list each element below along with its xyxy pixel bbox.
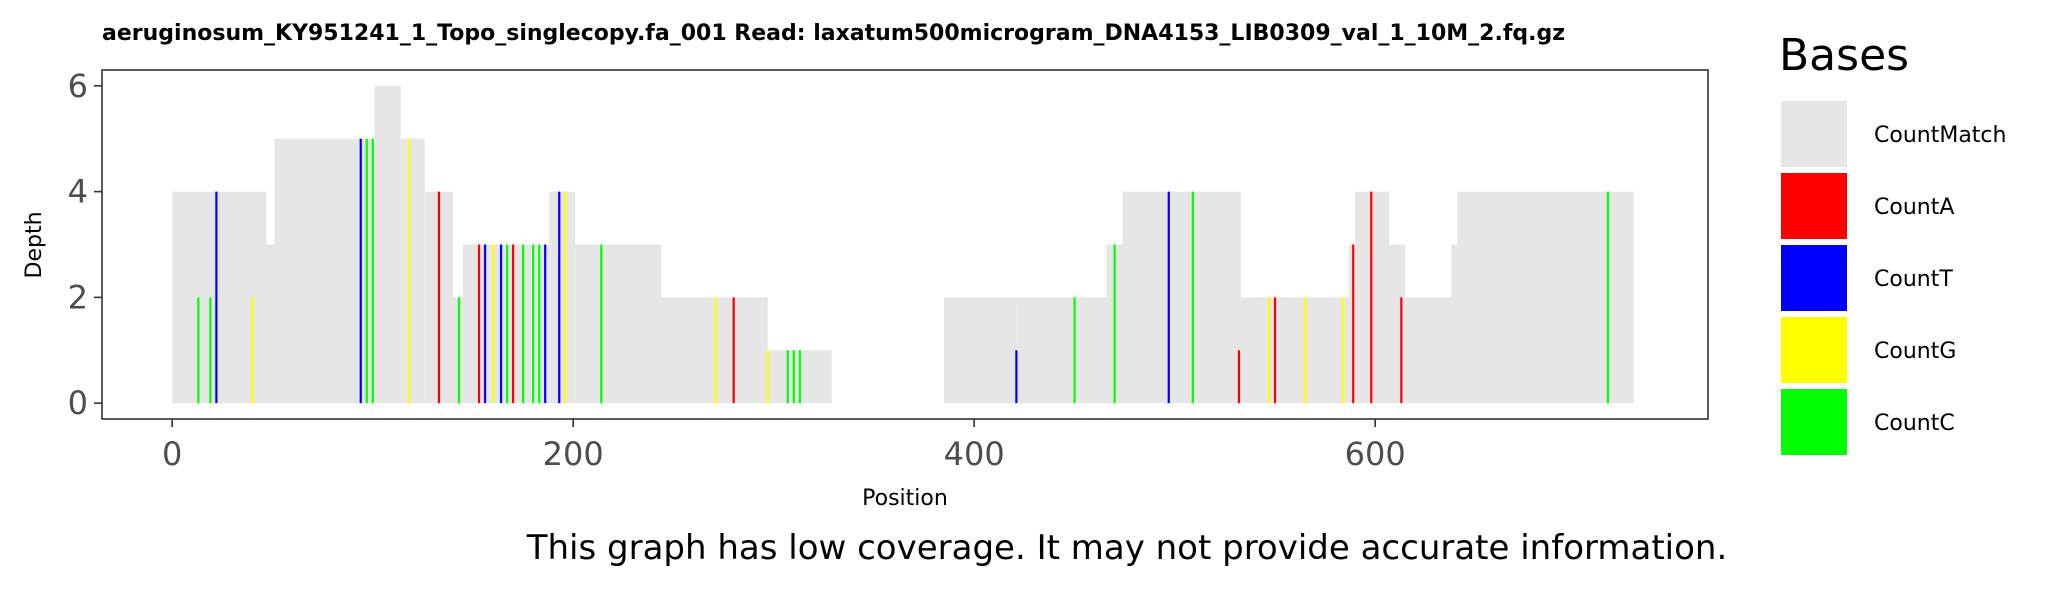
- mismatch-bar-countg-26: [766, 350, 769, 404]
- mismatch-bar-countg-22: [564, 191, 567, 404]
- mismatch-bar-countc-31: [1073, 297, 1076, 404]
- mismatch-bar-countc-7: [371, 138, 374, 404]
- mismatch-bar-countg-24: [714, 297, 717, 404]
- legend-key-countt: [1781, 245, 1847, 311]
- mismatch-bar-countt-30: [1015, 350, 1018, 404]
- legend-key-countc: [1781, 389, 1847, 455]
- x-tick-label-0: 0: [162, 435, 182, 473]
- mismatch-bar-countg-4: [251, 297, 254, 404]
- mismatch-bar-countc-23: [600, 244, 603, 404]
- x-tick-label-400: 400: [944, 435, 1005, 473]
- coverage-bar-16: [1122, 191, 1241, 404]
- coverage-bar-18: [1349, 244, 1356, 404]
- legend: Bases CountMatch CountA CountT CountG CountC: [1779, 30, 2006, 455]
- mismatch-bar-countt-20: [544, 244, 547, 404]
- mismatch-bar-counta-42: [1400, 297, 1403, 404]
- mismatch-bar-countc-18: [532, 244, 535, 404]
- mismatch-bar-countt-3: [215, 191, 218, 404]
- plot-area: [172, 85, 1634, 404]
- mismatch-bar-countt-14: [499, 244, 503, 404]
- mismatch-bar-countc-17: [522, 244, 525, 404]
- coverage-bar-4: [374, 85, 401, 404]
- coverage-bar-5: [400, 138, 425, 404]
- mismatch-bar-countc-27: [786, 350, 789, 404]
- mismatch-bar-countg-13: [491, 244, 495, 404]
- mismatch-bar-countt-33: [1167, 191, 1170, 404]
- y-tick-label-4: 4: [68, 173, 88, 211]
- y-axis-title: Depth: [22, 211, 47, 278]
- mismatch-bar-counta-41: [1370, 191, 1373, 404]
- legend-label-countt: CountT: [1874, 267, 1953, 292]
- plot-panel-border: [101, 69, 1709, 420]
- mismatch-bar-countt-12: [483, 244, 487, 404]
- x-tick-label-200: 200: [543, 435, 604, 473]
- mismatch-bar-countc-19: [538, 244, 541, 404]
- legend-title: Bases: [1779, 30, 1909, 81]
- legend-label-countc: CountC: [1874, 411, 1955, 436]
- mismatch-bar-countg-8: [407, 138, 410, 404]
- coverage-bar-8: [462, 244, 550, 404]
- x-axis: 0 200 400 600: [162, 419, 1406, 473]
- mismatch-bar-counta-40: [1352, 244, 1355, 404]
- coverage-bar-11: [661, 297, 768, 404]
- mismatch-bar-countc-6: [365, 138, 368, 404]
- mismatch-bar-countc-29: [798, 350, 801, 404]
- mismatch-bar-countc-34: [1191, 191, 1194, 404]
- mismatch-bar-countc-2: [209, 297, 212, 404]
- coverage-bar-17: [1240, 297, 1350, 404]
- y-tick-label-0: 0: [68, 384, 88, 422]
- coverage-bar-23: [1457, 191, 1634, 404]
- chart-title: aeruginosum_KY951241_1_Topo_singlecopy.f…: [102, 21, 1565, 46]
- mismatch-bar-countc-1: [197, 297, 200, 404]
- mismatch-bar-counta-37: [1273, 297, 1277, 404]
- legend-key-countg: [1781, 317, 1847, 383]
- y-tick-label-6: 6: [68, 67, 88, 105]
- y-tick-label-2: 2: [68, 278, 88, 316]
- mismatch-bar-countt-5: [359, 138, 362, 404]
- coverage-bar-7: [452, 297, 463, 404]
- mismatch-bar-countc-43: [1606, 191, 1609, 404]
- mismatch-bar-counta-11: [477, 244, 481, 404]
- mismatch-bar-countc-15: [506, 244, 509, 404]
- coverage-bar-14: [1016, 297, 1107, 404]
- legend-label-countg: CountG: [1874, 339, 1956, 364]
- low-coverage-notice: This graph has low coverage. It may not …: [526, 528, 1728, 568]
- x-axis-title: Position: [862, 486, 948, 511]
- mismatch-bar-counta-25: [732, 297, 735, 404]
- mismatch-bar-countt-21: [558, 191, 561, 404]
- mismatch-bar-countc-28: [792, 350, 795, 404]
- coverage-bar-10: [575, 244, 662, 404]
- y-axis: 0 2 4 6: [68, 67, 102, 422]
- mismatch-bar-countg-38: [1303, 297, 1307, 404]
- coverage-bar-2: [266, 244, 275, 404]
- mismatch-bar-countg-39: [1342, 297, 1345, 404]
- coverage-bar-22: [1451, 244, 1458, 404]
- mismatch-bar-countc-10: [457, 297, 461, 404]
- legend-label-counta: CountA: [1874, 195, 1954, 220]
- legend-label-countmatch: CountMatch: [1874, 123, 2006, 148]
- legend-key-countmatch: [1781, 101, 1847, 167]
- mismatch-bar-countg-36: [1267, 297, 1271, 404]
- coverage-bar-1: [172, 191, 267, 404]
- mismatch-bar-counta-16: [512, 244, 515, 404]
- coverage-bar-20: [1389, 244, 1406, 404]
- mismatch-bar-countc-32: [1113, 244, 1116, 404]
- coverage-bar-9: [549, 191, 576, 404]
- mismatch-bar-counta-35: [1237, 350, 1241, 404]
- x-tick-label-600: 600: [1345, 435, 1406, 473]
- coverage-bar-3: [274, 138, 375, 404]
- mismatch-bar-counta-9: [437, 191, 441, 404]
- legend-key-counta: [1781, 173, 1847, 239]
- coverage-bar-21: [1405, 297, 1452, 404]
- coverage-bar-13: [944, 297, 1017, 404]
